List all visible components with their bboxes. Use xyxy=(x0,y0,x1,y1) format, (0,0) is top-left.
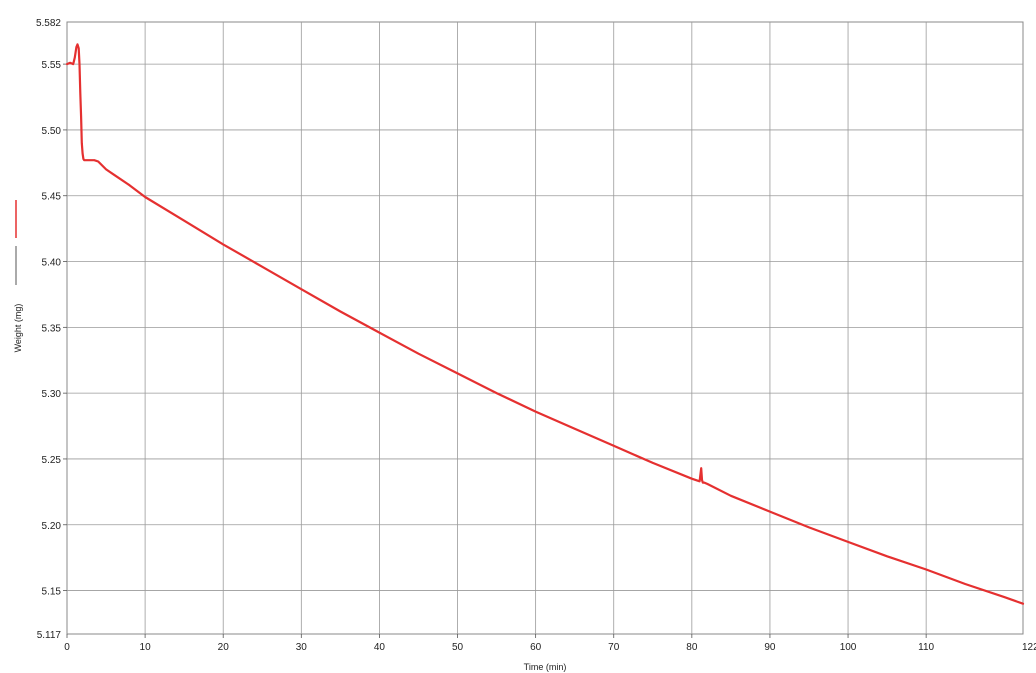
x-tick-label: 90 xyxy=(764,642,776,653)
y-tick-label: 5.50 xyxy=(42,126,62,137)
y-tick-label-min: 5.117 xyxy=(37,630,62,641)
x-tick-label: 20 xyxy=(218,642,230,653)
y-tick-label: 5.15 xyxy=(42,587,62,598)
weight-series-line xyxy=(65,43,1025,605)
plot-area xyxy=(66,21,1024,635)
series-group xyxy=(65,43,1025,605)
y-tick-label: 5.35 xyxy=(42,323,62,334)
x-tick-label: 110 xyxy=(918,642,934,653)
grid xyxy=(67,22,1023,634)
x-axis-label: Time (min) xyxy=(524,662,567,672)
y-axis-ticks: 5.15 5.20 5.25 5.30 5.35 5.40 5.45 5.50 5.55 5.11… xyxy=(36,18,67,641)
y-tick-label: 5.45 xyxy=(42,192,62,203)
y-tick-label-max: 5.582 xyxy=(36,18,61,29)
x-tick-label: 80 xyxy=(686,642,698,653)
x-tick-label: 70 xyxy=(608,642,620,653)
x-tick-label: 10 xyxy=(140,642,152,653)
y-tick-label: 5.55 xyxy=(42,60,62,71)
y-tick-label: 5.25 xyxy=(42,455,62,466)
x-tick-label: 0 xyxy=(64,642,70,653)
x-tick-label: 40 xyxy=(374,642,386,653)
y-tick-label: 5.40 xyxy=(42,258,62,269)
x-tick-label: 50 xyxy=(452,642,464,653)
y-tick-label: 5.20 xyxy=(42,521,62,532)
x-tick-label: 30 xyxy=(296,642,308,653)
y-tick-label: 5.30 xyxy=(42,389,62,400)
x-tick-label: 60 xyxy=(530,642,542,653)
x-axis-ticks: 0 10 20 30 40 50 60 70 80 90 100 110 122.4 xyxy=(64,634,1036,653)
x-tick-label-end: 122.4 xyxy=(1022,642,1036,653)
x-tick-label: 100 xyxy=(840,642,857,653)
y-axis-label: Weight (mg) xyxy=(13,304,23,353)
